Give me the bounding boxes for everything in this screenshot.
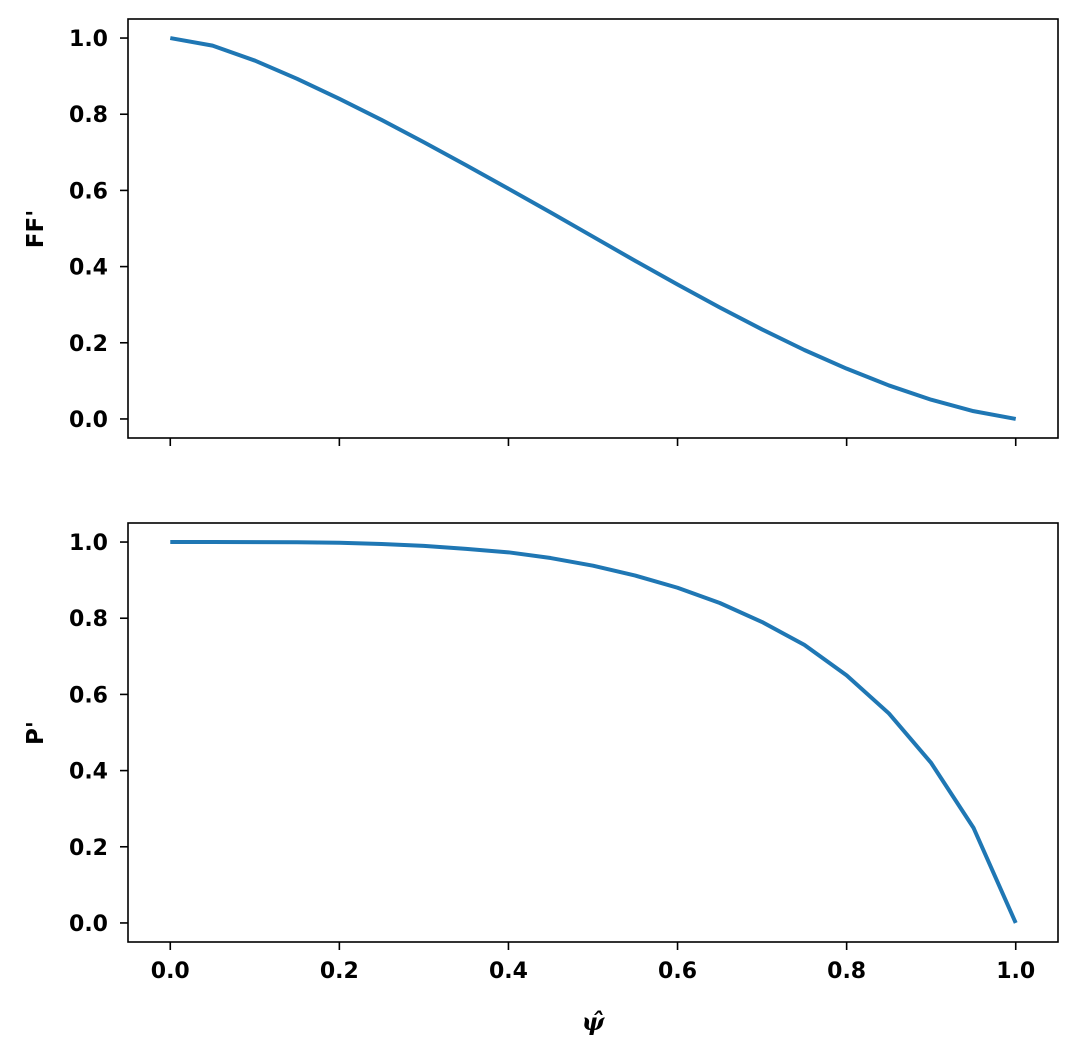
series-line	[170, 540, 1018, 924]
y-tick-label: 0.0	[69, 408, 108, 433]
subplot-p-prime-series	[170, 540, 1018, 924]
x-tick-label: 1.0	[996, 959, 1035, 984]
subplot-ff-prime-ticks: 0.0 0.2 0.4 0.6 0.8 1.0	[69, 27, 1017, 446]
ylabel-ff-prime: FF'	[23, 210, 49, 248]
xlabel-psi-hat: ψ̂	[582, 1007, 606, 1036]
x-tick-label: 0.0	[151, 959, 190, 984]
series-line	[169, 36, 1017, 421]
y-tick-label: 0.6	[69, 179, 108, 204]
y-tick-label: 0.0	[69, 912, 108, 937]
x-tick-label: 0.6	[658, 959, 697, 984]
y-tick-label: 0.2	[69, 332, 108, 357]
subplot-ff-prime: 0.0 0.2 0.4 0.6 0.8 1.0 FF'	[23, 18, 1059, 446]
y-tick-label: 0.6	[69, 683, 108, 708]
subplot-p-prime: 0.0 0.2 0.4 0.6 0.8 1.00.00.20.40.60.81.0 P' …	[23, 522, 1059, 1036]
y-tick-label: 0.2	[69, 836, 108, 861]
y-tick-label: 0.8	[69, 607, 108, 632]
subplot-p-prime-frame	[127, 522, 1059, 943]
subplot-ff-prime-series	[169, 36, 1017, 421]
y-tick-label: 0.8	[69, 103, 108, 128]
y-tick-label: 1.0	[69, 531, 108, 556]
y-tick-label: 1.0	[69, 27, 108, 52]
subplot-ff-prime-frame	[127, 18, 1059, 439]
subplot-p-prime-ticks: 0.0 0.2 0.4 0.6 0.8 1.0 0.0 0.2 0.4 0.6 0.8 1.0	[69, 531, 1035, 984]
x-tick-label: 0.2	[320, 959, 359, 984]
y-tick-label: 0.4	[69, 256, 108, 281]
x-tick-label: 0.4	[489, 959, 528, 984]
y-tick-label: 0.4	[69, 760, 108, 785]
ylabel-p-prime: P'	[23, 721, 49, 745]
x-tick-label: 0.8	[827, 959, 866, 984]
